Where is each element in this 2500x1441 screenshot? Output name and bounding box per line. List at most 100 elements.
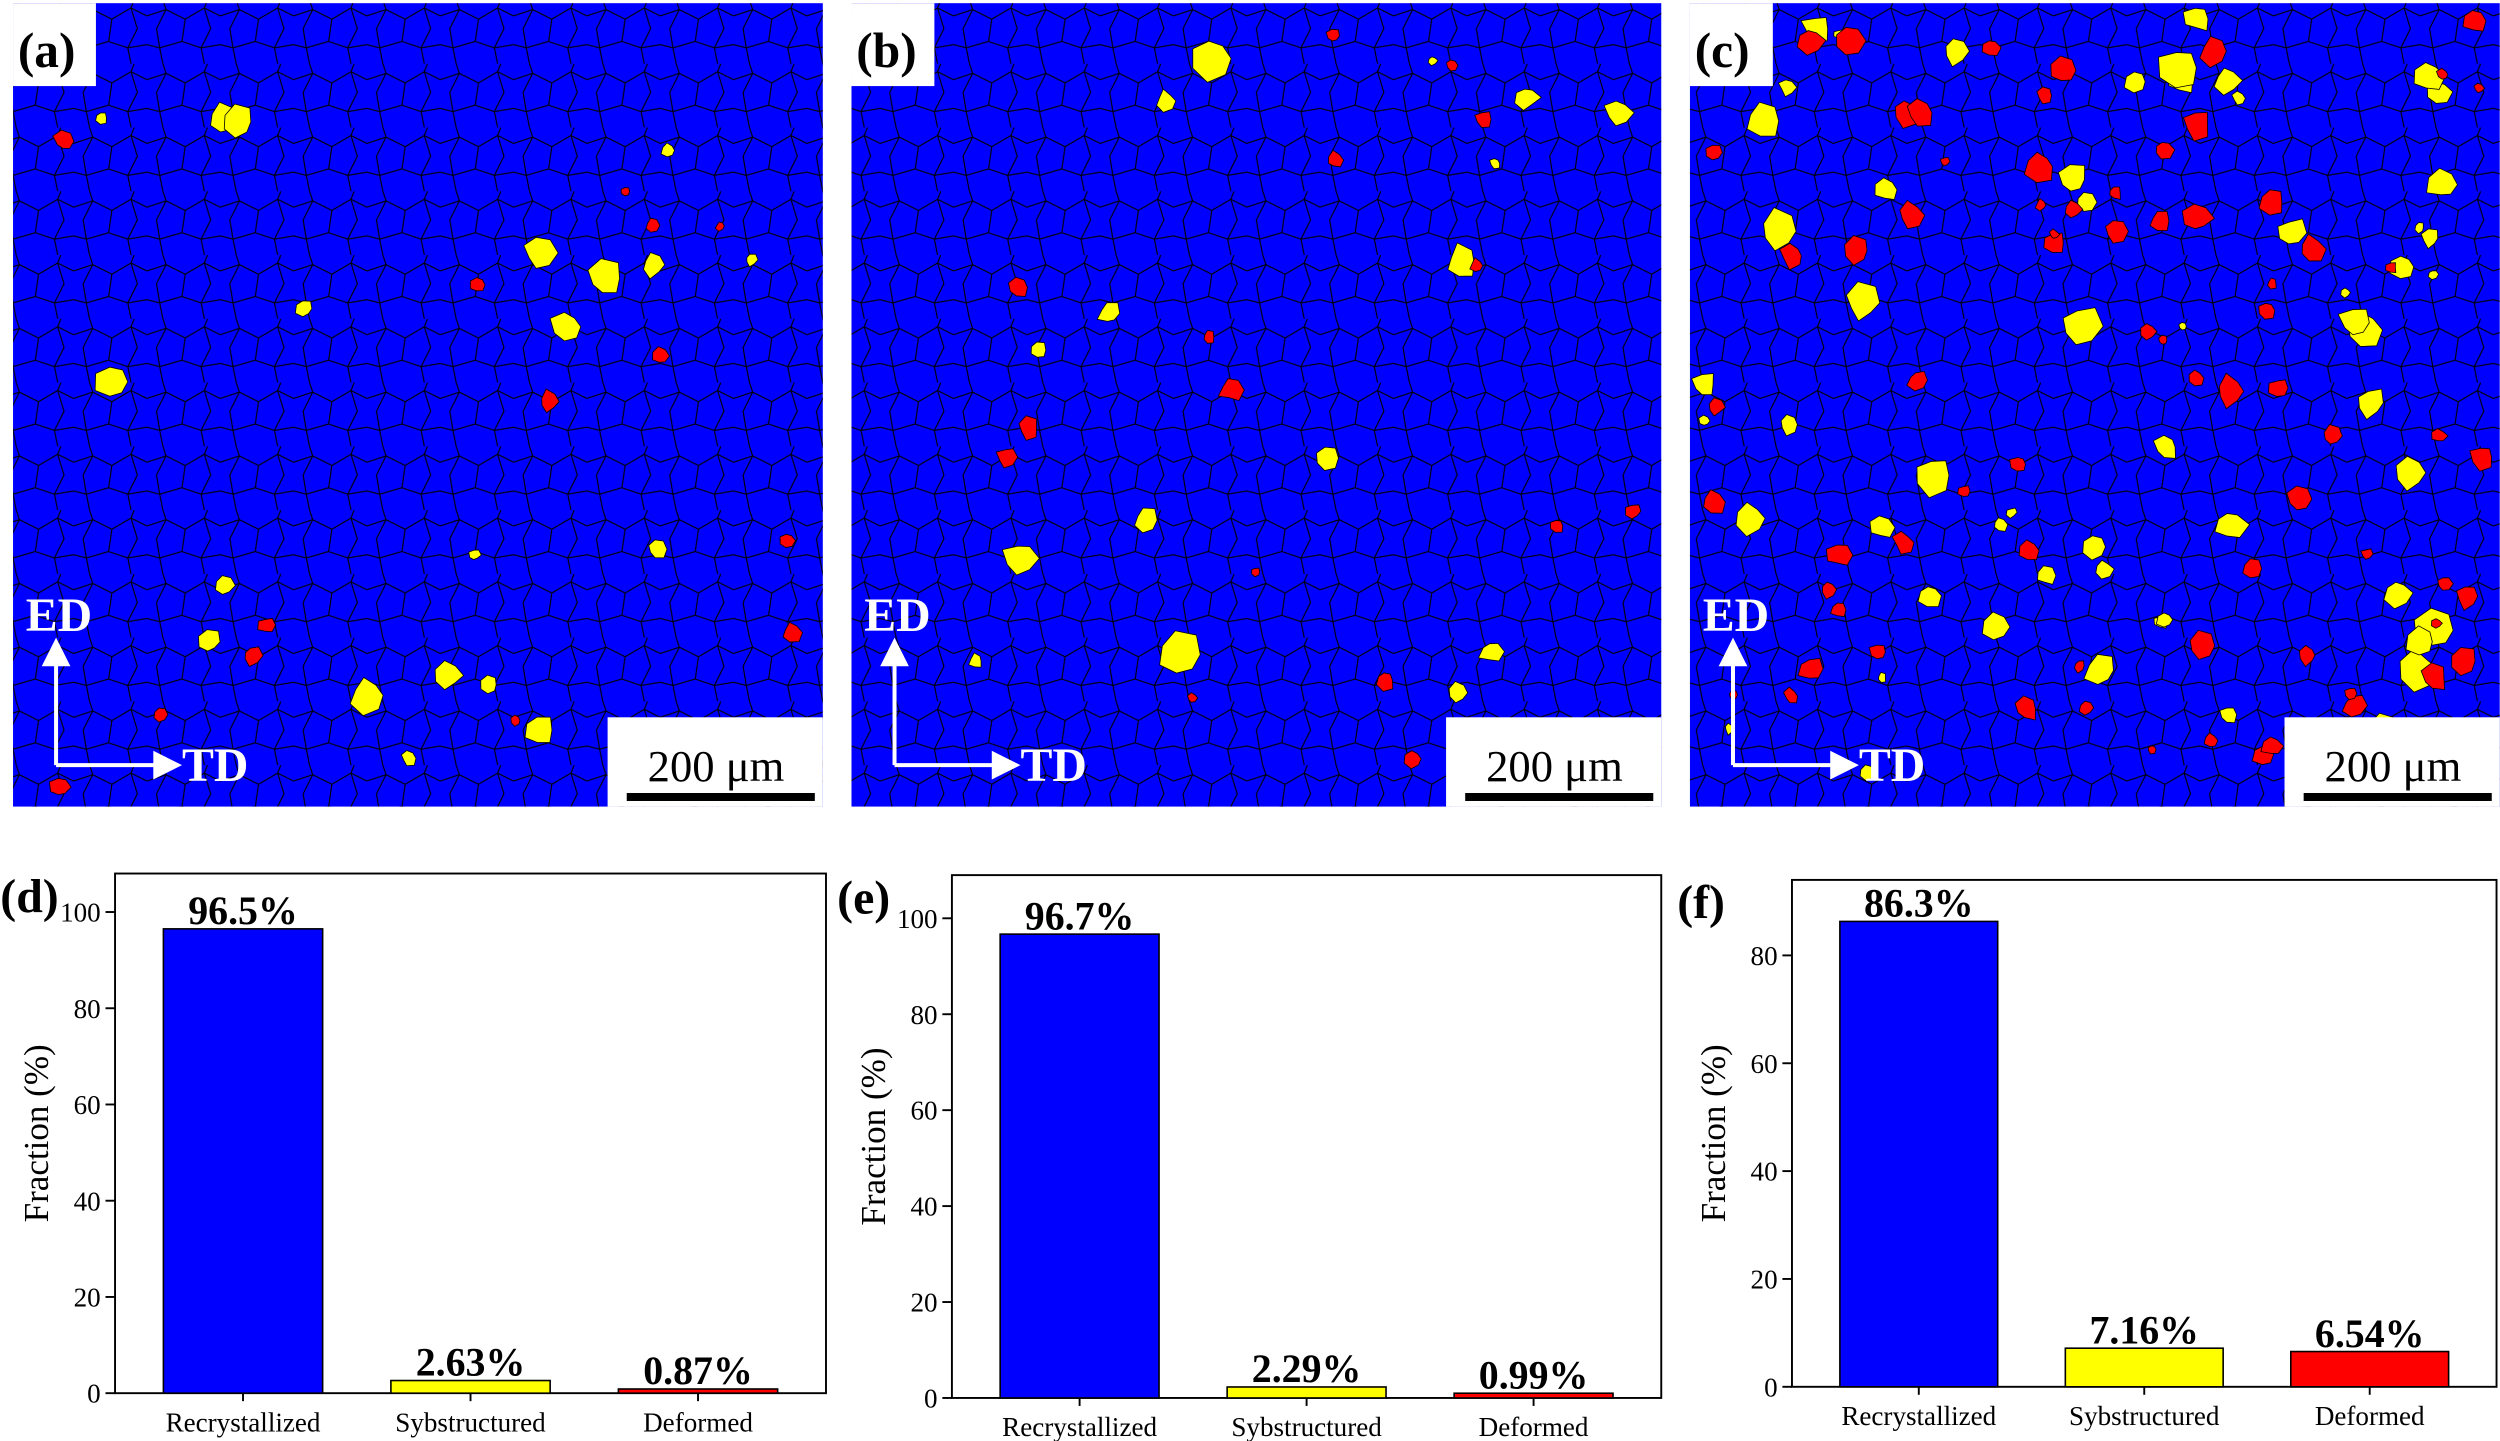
x-tick-label: Deformed: [2315, 1401, 2425, 1431]
grain: [1906, 370, 1928, 392]
x-tick-label: Sybstructured: [2069, 1401, 2220, 1431]
bar-chart: 0 20 40 60 80 86.3% Recrystallized 7.16% Sybstru…: [1677, 876, 2498, 1431]
grain: [1868, 644, 1886, 660]
grain: [2083, 653, 2114, 685]
td-arrowhead: [991, 750, 1021, 780]
grain: [1550, 520, 1564, 533]
grain: [643, 252, 666, 280]
grain: [2203, 732, 2219, 748]
grain: [2344, 687, 2358, 701]
grain: [2214, 513, 2251, 538]
grain: [2341, 694, 2369, 718]
grain: [94, 366, 129, 397]
grain: [1001, 545, 1040, 576]
grain: [2105, 220, 2129, 244]
grain: [1427, 56, 1439, 67]
grain: [510, 714, 521, 727]
value-label: 86.3%: [1864, 881, 1974, 926]
grain: [1783, 686, 1798, 704]
grain: [2018, 539, 2040, 561]
ed-label: ED: [864, 589, 930, 642]
grain: [1780, 413, 1798, 437]
grain: [2074, 660, 2085, 674]
grain-boundaries: [851, 3, 1662, 807]
ebsd-map: (a) 200 μm ED TD: [13, 3, 823, 807]
grain: [2427, 270, 2440, 281]
scale-box: [607, 717, 823, 807]
grain: [524, 716, 553, 743]
bar-chart: 0 20 40 60 80 100 96.7% Recrystallized 2.29% Sybs…: [837, 871, 1663, 1441]
ed-arrowhead: [880, 637, 909, 667]
value-label: 2.63%: [416, 1340, 526, 1385]
grain: [1705, 144, 1723, 161]
grain: [1156, 88, 1177, 113]
grain: [2037, 565, 2057, 585]
grain: [1192, 40, 1232, 83]
grain: [2057, 164, 2086, 192]
grain: [2178, 322, 2187, 331]
scale-box: [1446, 717, 1662, 807]
grain: [2435, 67, 2449, 80]
value-label: 6.54%: [2315, 1311, 2425, 1356]
grain: [2360, 548, 2374, 560]
ed-arrowhead: [41, 637, 71, 667]
value-label: 2.29%: [1252, 1346, 1362, 1391]
grain: [1735, 501, 1766, 538]
grain: [1603, 100, 1635, 127]
grain: [2413, 62, 2446, 90]
y-tick-label: 40: [74, 1186, 101, 1216]
grain: [2323, 424, 2343, 445]
grain: [1945, 38, 1971, 68]
grain: [1625, 504, 1642, 520]
grain: [1763, 207, 1797, 252]
grain: [549, 311, 582, 342]
grain: [1859, 764, 1876, 781]
ed-label: ED: [26, 589, 92, 642]
grain: [1447, 242, 1475, 277]
grain: [1096, 302, 1121, 322]
grain: [2181, 203, 2216, 230]
grain: [2258, 189, 2283, 216]
grain: [2109, 186, 2121, 200]
grain: [1939, 156, 1951, 167]
grain: [1203, 330, 1215, 344]
grain: [2189, 629, 2216, 660]
grain: [1891, 530, 1915, 555]
x-tick-label: Deformed: [1479, 1412, 1589, 1441]
grain: [2340, 287, 2352, 299]
grain: [2009, 457, 2026, 472]
grain: [779, 533, 797, 548]
grain: [349, 676, 384, 717]
grain: [2147, 745, 2157, 755]
grain: [2062, 307, 2104, 346]
grain: [2473, 82, 2486, 94]
grain: [1030, 341, 1047, 358]
grain: [1836, 26, 1867, 56]
grain: [1869, 515, 1896, 538]
grain: [2383, 581, 2414, 610]
label-box: [1689, 3, 1773, 87]
grain: [1830, 602, 1847, 618]
grain: [2385, 262, 2397, 274]
x-tick-label: Recrystallized: [1841, 1401, 1996, 1431]
grain: [1906, 98, 1933, 127]
y-tick-label: 80: [910, 1000, 937, 1030]
grain: [2048, 228, 2061, 239]
grain: [2158, 52, 2197, 89]
grain: [1474, 111, 1492, 128]
y-tick-label: 60: [1751, 1049, 1778, 1079]
panel-label: (f): [1677, 876, 1725, 929]
y-axis-label: Fraction (%): [854, 1047, 893, 1225]
grain: [2155, 142, 2176, 160]
y-tick-label: 80: [1751, 941, 1778, 971]
grain: [2267, 277, 2277, 290]
grain: [2036, 86, 2052, 105]
grain: [1691, 373, 1714, 396]
grain: [2095, 559, 2115, 580]
y-axis-label: Fraction (%): [17, 1044, 56, 1222]
grain: [1698, 414, 1711, 426]
td-label: TD: [1020, 739, 1086, 792]
grain: [2431, 428, 2449, 442]
grain: [1981, 611, 2011, 641]
